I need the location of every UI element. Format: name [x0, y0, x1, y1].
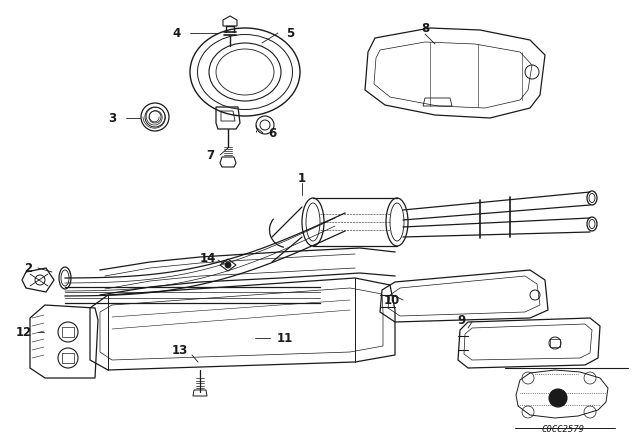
Text: 8: 8: [421, 22, 429, 34]
Text: 5: 5: [286, 26, 294, 39]
Text: 12: 12: [16, 326, 32, 339]
Text: 6: 6: [268, 126, 276, 139]
Text: 3: 3: [108, 112, 116, 125]
Circle shape: [225, 262, 231, 268]
Text: 14: 14: [200, 251, 216, 264]
Text: 9: 9: [458, 314, 466, 327]
Circle shape: [549, 389, 567, 407]
Text: 10: 10: [384, 293, 400, 306]
Text: 4: 4: [173, 26, 181, 39]
Text: 13: 13: [172, 344, 188, 357]
Text: 11: 11: [277, 332, 293, 345]
Text: C0CC2579: C0CC2579: [541, 425, 584, 434]
Text: 2: 2: [24, 262, 32, 275]
Text: 1: 1: [298, 172, 306, 185]
Text: 7: 7: [206, 148, 214, 161]
